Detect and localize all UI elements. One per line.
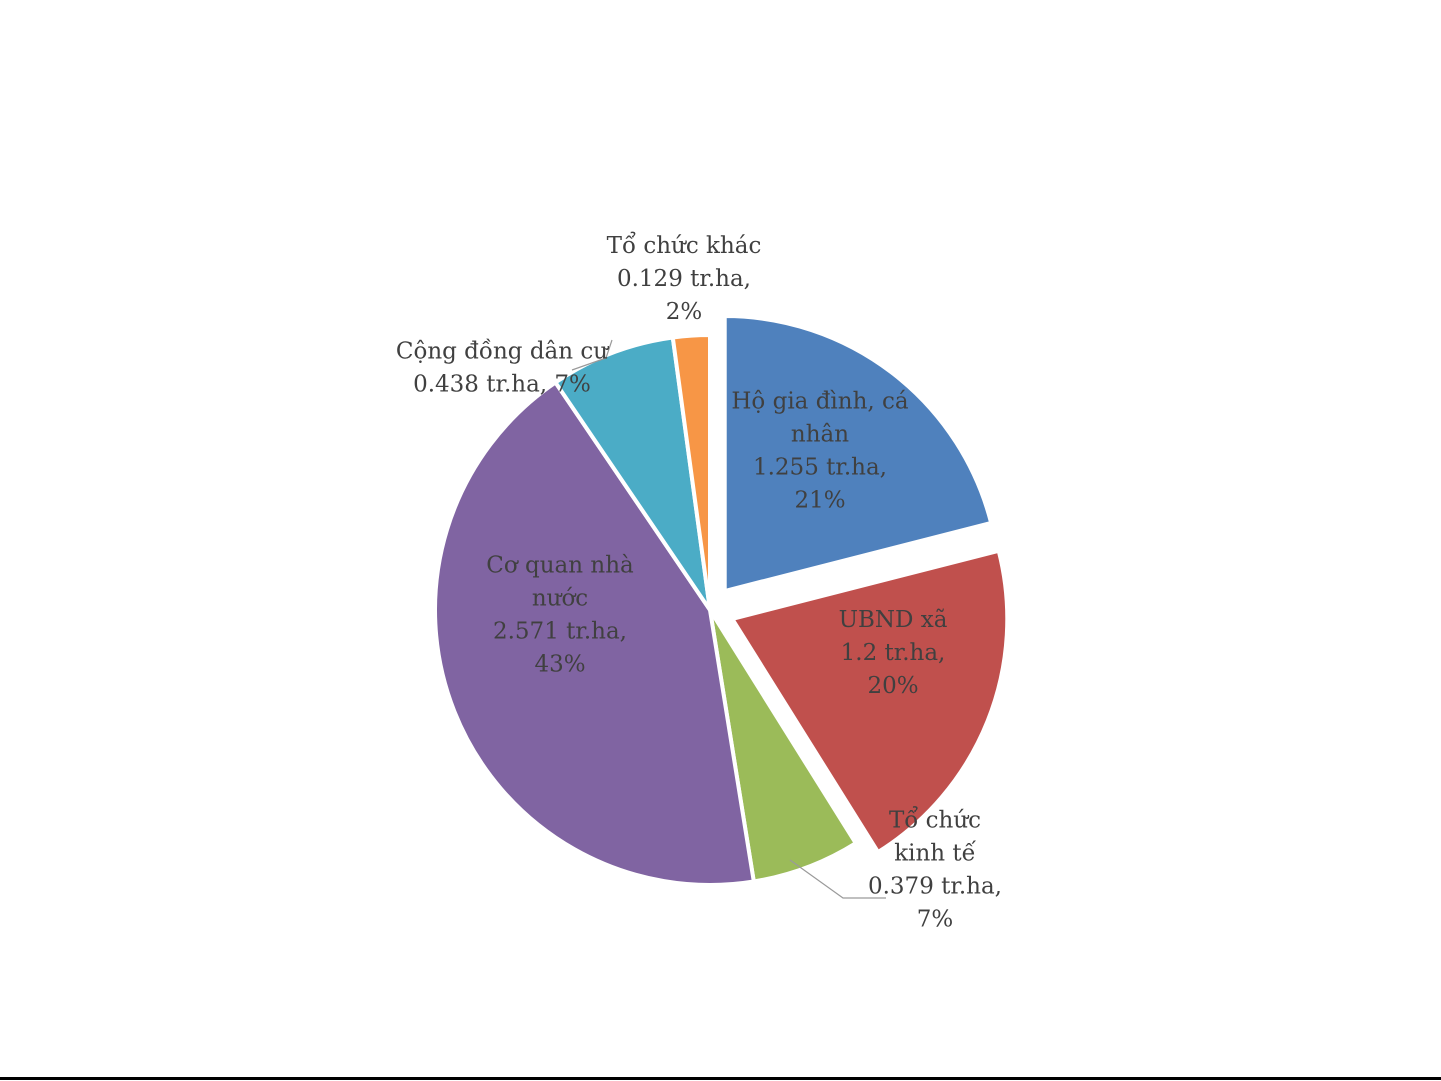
data-label-co-quan-nha-nuoc: Cơ quan nhà nước 2.571 tr.ha, 43% — [486, 553, 634, 678]
pie-slice-to-chuc-khac — [670, 332, 712, 611]
data-label-line: 0.129 tr.ha, — [617, 266, 751, 292]
data-label-line: 20% — [867, 673, 918, 699]
data-label-line: Cơ quan nhà — [486, 553, 634, 579]
data-label-to-chuc-kinh-te: Tổ chức kinh tế 0.379 tr.ha, 7% — [868, 806, 1002, 933]
data-label-line: kinh tế — [894, 841, 976, 867]
data-label-cong-dong-dan-cu: Cộng đồng dân cư 0.438 tr.ha, 7% — [396, 339, 609, 398]
data-label-line: nhân — [791, 422, 849, 448]
pie-slices — [433, 314, 1010, 887]
data-label-line: UBND xã — [839, 607, 948, 633]
pie-slice-ho-gia-dinh — [722, 314, 994, 594]
data-label-line: Cộng đồng dân cư — [396, 339, 609, 365]
data-label-line: Hộ gia đình, cá — [731, 389, 909, 415]
data-label-line: 1.2 tr.ha, — [841, 640, 946, 666]
data-label-line: nước — [532, 586, 588, 612]
data-label-line: 2.571 tr.ha, — [493, 619, 627, 645]
data-label-line: 2% — [666, 299, 703, 325]
data-label-to-chuc-khac: Tổ chức khác 0.129 tr.ha, 2% — [607, 231, 762, 325]
data-label-ho-gia-dinh: Hộ gia đình, cá nhân 1.255 tr.ha, 21% — [731, 389, 909, 514]
data-labels: Hộ gia đình, cá nhân 1.255 tr.ha, 21% UBND x… — [396, 231, 1002, 933]
data-label-line: 1.255 tr.ha, — [753, 455, 887, 481]
data-label-line: 21% — [794, 488, 845, 514]
pie-slice-co-quan-nha-nuoc — [433, 379, 757, 887]
bottom-divider — [0, 1077, 1441, 1080]
data-label-line: 0.379 tr.ha, — [868, 874, 1002, 900]
data-label-line: 0.438 tr.ha, 7% — [413, 372, 591, 398]
pie-slice-cong-dong-dan-cu — [552, 335, 712, 612]
leader-lines — [571, 339, 886, 899]
pie-slice-ubnd-xa — [729, 548, 1010, 855]
data-label-line: 7% — [917, 907, 954, 933]
leader-line-cong-dong-dan-cu — [571, 339, 613, 371]
data-label-line: Tổ chức — [889, 806, 981, 834]
data-label-line: 43% — [534, 652, 585, 678]
data-label-line: Tổ chức khác — [607, 231, 762, 259]
data-label-ubnd-xa: UBND xã 1.2 tr.ha, 20% — [839, 607, 948, 699]
leader-line-to-chuc-kinh-te — [789, 859, 886, 899]
